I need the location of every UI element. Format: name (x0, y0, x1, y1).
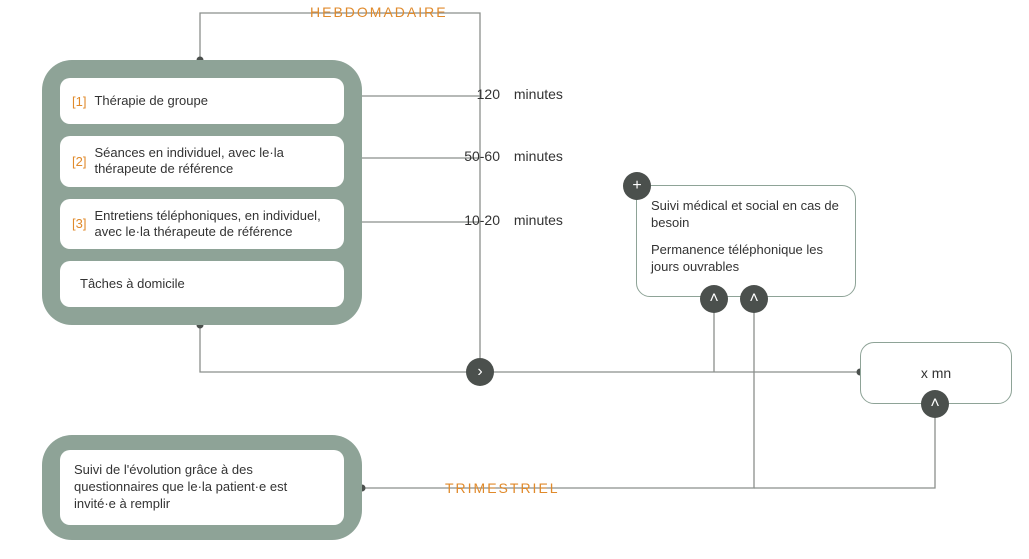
hebdo-item-1: [1] Thérapie de groupe (60, 78, 344, 124)
duration-1: 120 minutes (452, 86, 563, 102)
hebdo-item-4: Tâches à domicile (60, 261, 344, 307)
duration-1-unit: minutes (514, 86, 563, 102)
duration-3: 10-20 minutes (452, 212, 563, 228)
hebdo-item-4-label: Tâches à domicile (80, 276, 185, 292)
hebdo-item-1-num: [1] (72, 94, 86, 109)
suivi-box: Suivi médical et social en cas de besoin… (636, 185, 856, 297)
duration-2-value: 50-60 (452, 148, 500, 164)
hebdo-item-1-label: Thérapie de groupe (94, 93, 207, 109)
hebdo-item-3-label: Entretiens téléphoniques, en individuel,… (94, 208, 332, 241)
hebdo-item-2-num: [2] (72, 154, 86, 169)
chevron-right-glyph: › (477, 363, 482, 381)
duration-3-value: 10-20 (452, 212, 500, 228)
hebdo-item-2: [2] Séances en individuel, avec le·la th… (60, 136, 344, 187)
hebdomadaire-box: [1] Thérapie de groupe [2] Séances en in… (42, 60, 362, 325)
suivi-line-2: Permanence téléphonique les jours ouvrab… (651, 242, 841, 276)
chevron-right-icon: › (466, 358, 494, 386)
trimestriel-text: Suivi de l'évolution grâce à des questio… (60, 450, 344, 525)
hebdo-item-3-num: [3] (72, 216, 86, 231)
hebdo-item-2-label: Séances en individuel, avec le·la thérap… (94, 145, 332, 178)
xmn-label: x mn (921, 365, 951, 381)
trimestriel-box: Suivi de l'évolution grâce à des questio… (42, 435, 362, 540)
suivi-line-1: Suivi médical et social en cas de besoin (651, 198, 841, 232)
xmn-box: x mn (860, 342, 1012, 404)
hebdo-item-3: [3] Entretiens téléphoniques, en individ… (60, 199, 344, 250)
duration-3-unit: minutes (514, 212, 563, 228)
hebdomadaire-title: HEBDOMADAIRE (310, 4, 448, 20)
trimestriel-title: TRIMESTRIEL (445, 480, 560, 496)
duration-2: 50-60 minutes (452, 148, 563, 164)
duration-2-unit: minutes (514, 148, 563, 164)
duration-1-value: 120 (452, 86, 500, 102)
